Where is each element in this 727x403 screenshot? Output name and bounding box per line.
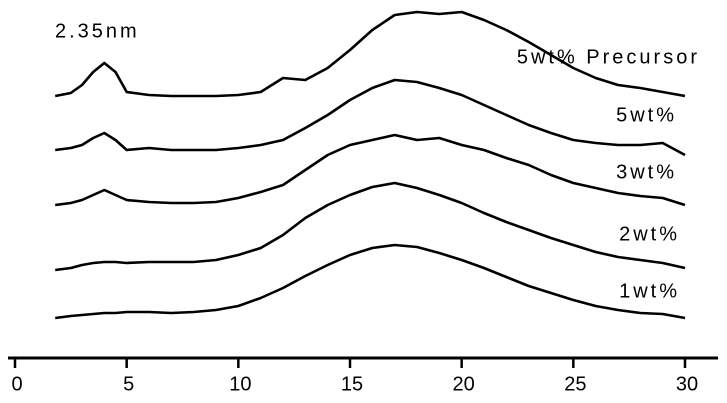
series-label: 1wt% bbox=[619, 280, 680, 302]
x-tick-label: 15 bbox=[341, 373, 363, 395]
series-label: 3wt% bbox=[616, 161, 677, 183]
series-label: 5wt% bbox=[616, 104, 677, 126]
x-tick-label: 30 bbox=[676, 373, 698, 395]
series-line bbox=[55, 243, 686, 320]
x-tick-label: 5 bbox=[123, 373, 134, 395]
series-label: 5wt% Precursor bbox=[517, 46, 700, 68]
series-line bbox=[55, 133, 686, 207]
series-line bbox=[55, 78, 686, 157]
annotation: 2.35nm bbox=[55, 20, 140, 42]
series-line bbox=[55, 181, 686, 272]
x-tick-label: 10 bbox=[229, 373, 251, 395]
series-line bbox=[54, 10, 686, 98]
x-tick-label: 20 bbox=[453, 373, 475, 395]
series-label: 2wt% bbox=[619, 223, 680, 245]
x-tick-label: 0 bbox=[11, 373, 22, 395]
x-tick-label: 25 bbox=[564, 373, 586, 395]
